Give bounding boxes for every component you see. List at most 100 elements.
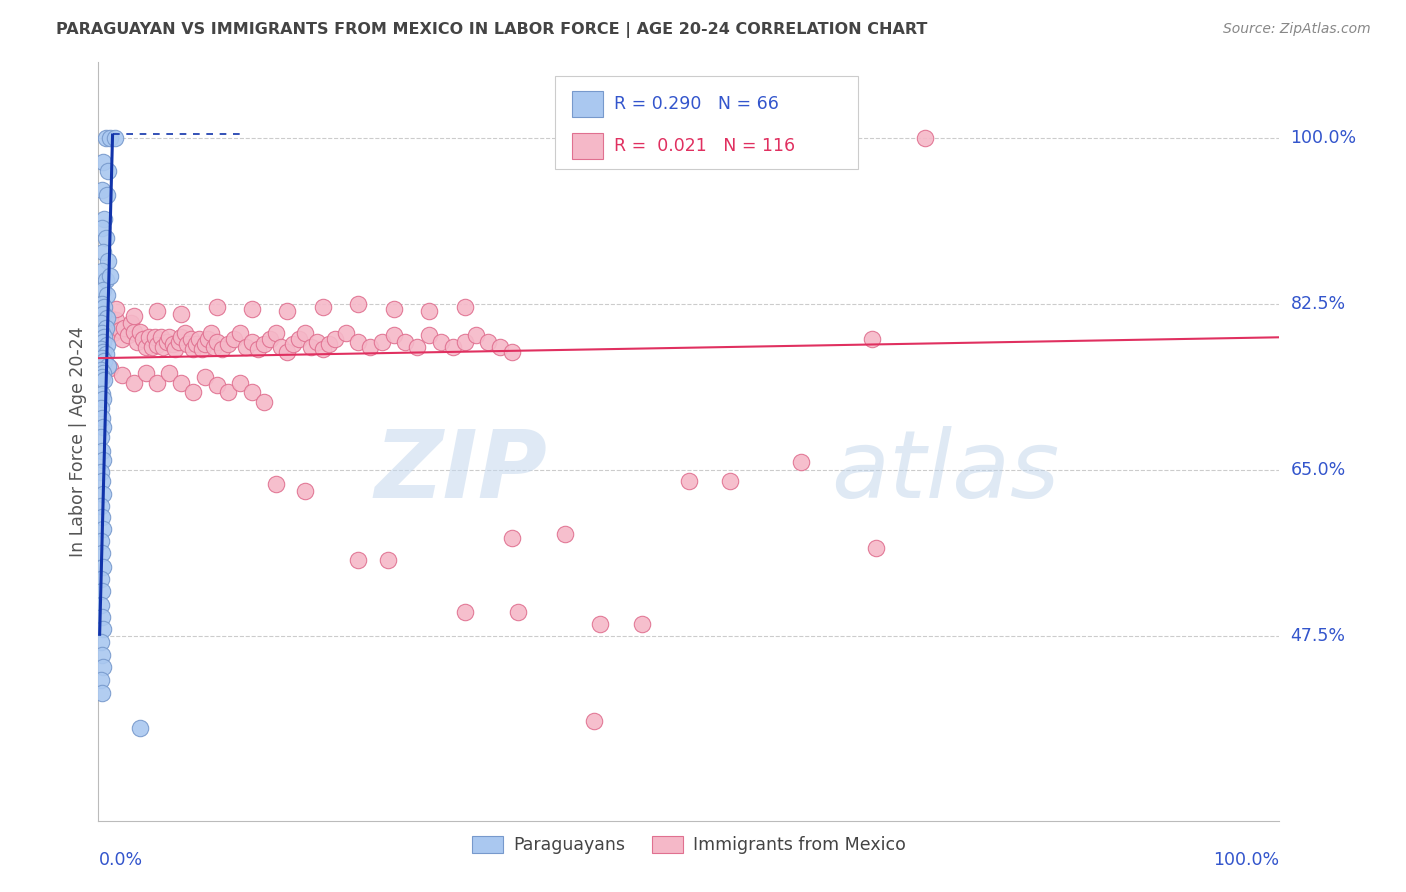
Text: PARAGUAYAN VS IMMIGRANTS FROM MEXICO IN LABOR FORCE | AGE 20-24 CORRELATION CHAR: PARAGUAYAN VS IMMIGRANTS FROM MEXICO IN … bbox=[56, 22, 928, 38]
Point bbox=[91, 155, 114, 169]
Point bbox=[91, 660, 114, 674]
Point bbox=[91, 334, 114, 349]
Point bbox=[91, 370, 114, 384]
Point bbox=[312, 300, 335, 314]
Point bbox=[305, 334, 328, 349]
Point bbox=[117, 328, 139, 343]
Point bbox=[157, 330, 180, 344]
Point bbox=[678, 475, 700, 489]
Point bbox=[98, 268, 121, 283]
Point bbox=[91, 559, 114, 574]
Point bbox=[453, 300, 475, 314]
Point bbox=[122, 376, 145, 390]
Point bbox=[143, 330, 166, 344]
Point bbox=[453, 605, 475, 619]
Point bbox=[91, 475, 114, 489]
Point bbox=[406, 340, 429, 354]
Point bbox=[91, 622, 114, 636]
Point bbox=[235, 340, 257, 354]
Point bbox=[93, 373, 115, 387]
Point bbox=[90, 363, 112, 377]
Point bbox=[465, 328, 488, 343]
Text: ZIP: ZIP bbox=[374, 425, 547, 518]
Point bbox=[191, 342, 214, 356]
Point bbox=[93, 330, 115, 344]
Point bbox=[283, 337, 305, 351]
Point bbox=[90, 534, 112, 549]
Point bbox=[194, 337, 217, 351]
Point bbox=[173, 326, 195, 340]
Point bbox=[259, 332, 281, 346]
Point bbox=[477, 334, 499, 349]
Point bbox=[91, 610, 114, 624]
Point bbox=[253, 394, 276, 409]
Point bbox=[91, 648, 114, 662]
Point bbox=[91, 297, 114, 311]
Point bbox=[718, 475, 741, 489]
Point bbox=[91, 344, 114, 359]
Point bbox=[91, 392, 114, 406]
Point bbox=[141, 340, 163, 354]
Point bbox=[501, 531, 523, 545]
Point bbox=[167, 334, 190, 349]
Point bbox=[98, 360, 121, 375]
Point bbox=[90, 598, 112, 612]
Point bbox=[294, 483, 316, 498]
Point bbox=[97, 164, 120, 178]
Point bbox=[91, 283, 114, 297]
Point bbox=[506, 605, 529, 619]
Point bbox=[246, 342, 269, 356]
Point bbox=[91, 387, 114, 401]
Point bbox=[170, 307, 193, 321]
Point bbox=[270, 340, 292, 354]
Point bbox=[93, 307, 115, 321]
Point bbox=[382, 328, 405, 343]
Point bbox=[111, 332, 134, 346]
Point bbox=[202, 340, 225, 354]
Point bbox=[156, 334, 179, 349]
Point bbox=[91, 183, 114, 197]
Point bbox=[146, 303, 169, 318]
Point bbox=[240, 385, 263, 400]
Point bbox=[122, 310, 145, 324]
Point bbox=[146, 338, 169, 352]
Text: 47.5%: 47.5% bbox=[1291, 627, 1346, 645]
Point bbox=[264, 477, 287, 491]
Point bbox=[176, 337, 198, 351]
Point bbox=[441, 340, 464, 354]
Point bbox=[200, 326, 222, 340]
Point bbox=[229, 326, 252, 340]
Point bbox=[394, 334, 416, 349]
Point bbox=[91, 367, 114, 381]
Text: R =  0.021   N = 116: R = 0.021 N = 116 bbox=[614, 137, 796, 155]
Point bbox=[860, 332, 883, 346]
Point bbox=[91, 420, 114, 434]
Point bbox=[138, 330, 160, 344]
Point bbox=[205, 334, 228, 349]
Point bbox=[91, 522, 114, 536]
Point bbox=[91, 686, 114, 700]
Point bbox=[165, 342, 187, 356]
Point bbox=[91, 410, 114, 425]
Point bbox=[382, 301, 405, 316]
Point bbox=[288, 332, 311, 346]
Point bbox=[96, 338, 118, 352]
Point bbox=[312, 342, 335, 356]
Point bbox=[90, 635, 112, 649]
Text: 65.0%: 65.0% bbox=[1291, 461, 1346, 479]
Point bbox=[93, 354, 115, 368]
Text: 100.0%: 100.0% bbox=[1291, 129, 1357, 147]
Point bbox=[97, 254, 120, 268]
Point bbox=[264, 326, 287, 340]
Point bbox=[105, 313, 128, 327]
Point bbox=[323, 332, 346, 346]
Point bbox=[197, 332, 219, 346]
Point bbox=[194, 370, 217, 384]
Point bbox=[90, 572, 112, 586]
Point bbox=[347, 553, 370, 567]
Point bbox=[121, 316, 143, 330]
Point bbox=[418, 328, 440, 343]
Point bbox=[135, 340, 157, 354]
Point bbox=[91, 351, 114, 366]
Point bbox=[94, 321, 117, 335]
